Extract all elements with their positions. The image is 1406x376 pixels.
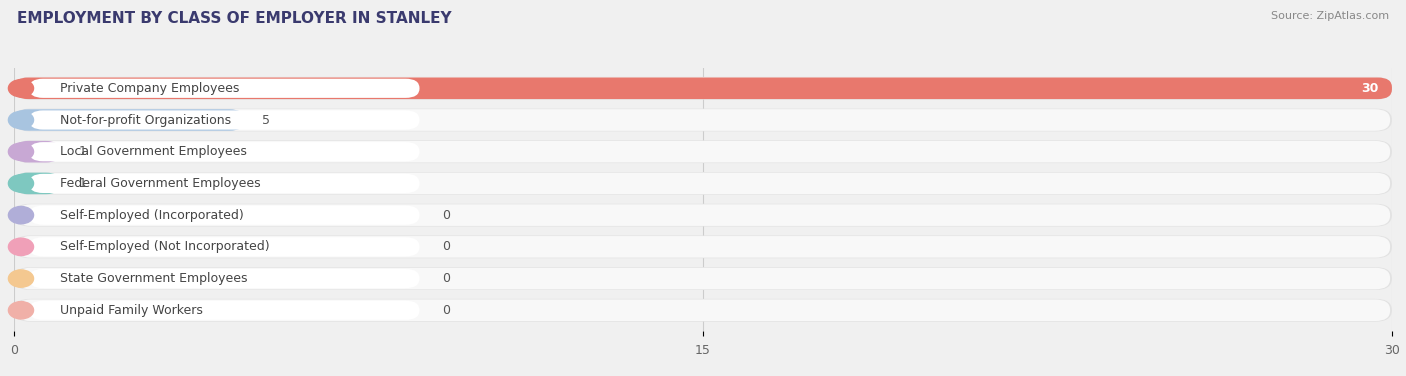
FancyBboxPatch shape: [30, 237, 419, 256]
Circle shape: [8, 206, 34, 224]
Text: 0: 0: [443, 240, 450, 253]
FancyBboxPatch shape: [15, 204, 1391, 226]
FancyBboxPatch shape: [14, 204, 1392, 227]
Text: 30: 30: [1361, 82, 1378, 95]
FancyBboxPatch shape: [30, 206, 419, 225]
FancyBboxPatch shape: [14, 235, 1392, 258]
FancyBboxPatch shape: [14, 299, 1392, 322]
FancyBboxPatch shape: [14, 267, 1392, 290]
FancyBboxPatch shape: [15, 173, 1391, 194]
FancyBboxPatch shape: [15, 109, 1391, 131]
FancyBboxPatch shape: [15, 77, 1391, 99]
Text: Self-Employed (Incorporated): Self-Employed (Incorporated): [60, 209, 245, 221]
Circle shape: [8, 270, 34, 287]
Text: Private Company Employees: Private Company Employees: [60, 82, 240, 95]
Text: Self-Employed (Not Incorporated): Self-Employed (Not Incorporated): [60, 240, 270, 253]
Text: 0: 0: [443, 304, 450, 317]
FancyBboxPatch shape: [30, 79, 419, 98]
Circle shape: [8, 302, 34, 319]
FancyBboxPatch shape: [14, 173, 60, 194]
FancyBboxPatch shape: [15, 300, 1391, 321]
FancyBboxPatch shape: [14, 77, 1392, 100]
Circle shape: [8, 143, 34, 161]
FancyBboxPatch shape: [14, 172, 1392, 195]
FancyBboxPatch shape: [14, 109, 243, 131]
Text: Source: ZipAtlas.com: Source: ZipAtlas.com: [1271, 11, 1389, 21]
Text: 1: 1: [79, 177, 86, 190]
Circle shape: [8, 111, 34, 129]
Text: EMPLOYMENT BY CLASS OF EMPLOYER IN STANLEY: EMPLOYMENT BY CLASS OF EMPLOYER IN STANL…: [17, 11, 451, 26]
FancyBboxPatch shape: [30, 111, 419, 130]
Text: 0: 0: [443, 272, 450, 285]
FancyBboxPatch shape: [30, 142, 419, 161]
FancyBboxPatch shape: [15, 268, 1391, 290]
Text: 5: 5: [262, 114, 270, 126]
Circle shape: [8, 238, 34, 256]
Circle shape: [8, 80, 34, 97]
FancyBboxPatch shape: [14, 141, 60, 162]
FancyBboxPatch shape: [14, 109, 1392, 132]
FancyBboxPatch shape: [15, 141, 1391, 162]
Text: 0: 0: [443, 209, 450, 221]
Text: State Government Employees: State Government Employees: [60, 272, 247, 285]
Text: Local Government Employees: Local Government Employees: [60, 145, 247, 158]
Text: Not-for-profit Organizations: Not-for-profit Organizations: [60, 114, 232, 126]
Text: Unpaid Family Workers: Unpaid Family Workers: [60, 304, 204, 317]
FancyBboxPatch shape: [30, 174, 419, 193]
Text: 1: 1: [79, 145, 86, 158]
FancyBboxPatch shape: [15, 236, 1391, 258]
FancyBboxPatch shape: [30, 269, 419, 288]
FancyBboxPatch shape: [30, 301, 419, 320]
Circle shape: [8, 175, 34, 192]
Text: Federal Government Employees: Federal Government Employees: [60, 177, 262, 190]
FancyBboxPatch shape: [14, 77, 1392, 99]
FancyBboxPatch shape: [14, 140, 1392, 163]
